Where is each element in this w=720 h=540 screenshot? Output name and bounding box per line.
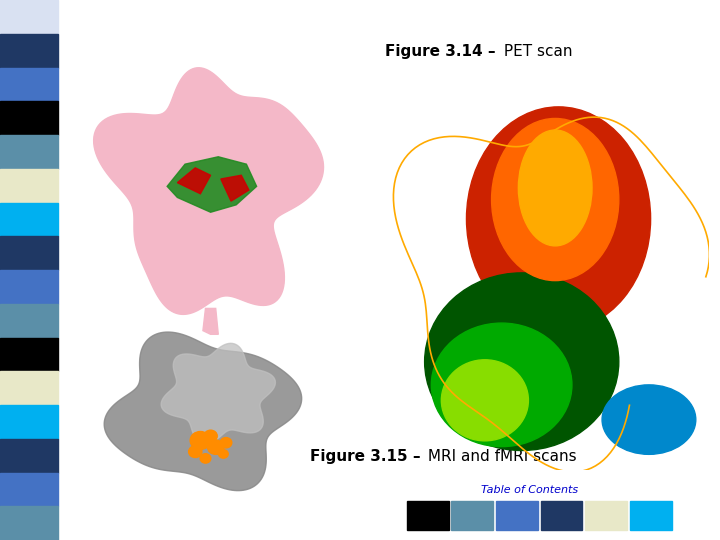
Bar — [0, 237, 58, 270]
Bar — [541, 501, 582, 530]
Bar — [0, 507, 58, 540]
Text: Figure 3.15 –: Figure 3.15 – — [310, 449, 420, 464]
Bar — [630, 501, 672, 530]
Polygon shape — [203, 308, 218, 334]
Bar — [0, 68, 58, 102]
Bar — [0, 102, 58, 135]
Ellipse shape — [441, 360, 528, 441]
Circle shape — [204, 430, 217, 442]
Polygon shape — [167, 157, 256, 212]
Bar — [496, 501, 538, 530]
Bar — [0, 33, 58, 68]
Ellipse shape — [518, 130, 592, 246]
Ellipse shape — [492, 118, 618, 281]
Bar — [0, 303, 58, 338]
Polygon shape — [94, 68, 323, 314]
Bar — [407, 501, 449, 530]
Ellipse shape — [425, 273, 618, 450]
Bar — [0, 202, 58, 237]
Ellipse shape — [431, 323, 572, 447]
Polygon shape — [161, 343, 276, 443]
Bar — [0, 0, 58, 33]
Circle shape — [200, 454, 211, 463]
Bar — [451, 501, 493, 530]
Text: Table of Contents: Table of Contents — [481, 485, 577, 495]
Text: MRI and fMRI scans: MRI and fMRI scans — [423, 449, 577, 464]
Circle shape — [207, 440, 224, 454]
Polygon shape — [177, 168, 210, 194]
Bar — [0, 405, 58, 438]
Circle shape — [189, 446, 202, 457]
Bar — [0, 438, 58, 472]
Text: PET scan: PET scan — [499, 44, 572, 59]
Ellipse shape — [602, 385, 696, 454]
Bar — [0, 168, 58, 202]
Polygon shape — [104, 332, 302, 491]
Circle shape — [220, 437, 232, 448]
Bar — [0, 135, 58, 168]
Bar — [585, 501, 627, 530]
Circle shape — [190, 431, 210, 449]
Polygon shape — [221, 176, 249, 201]
Text: Figure 3.14 –: Figure 3.14 – — [385, 44, 496, 59]
Bar — [0, 338, 58, 372]
Circle shape — [219, 450, 228, 458]
Ellipse shape — [467, 107, 651, 331]
Bar — [0, 372, 58, 405]
Bar — [0, 270, 58, 303]
Bar — [0, 472, 58, 507]
